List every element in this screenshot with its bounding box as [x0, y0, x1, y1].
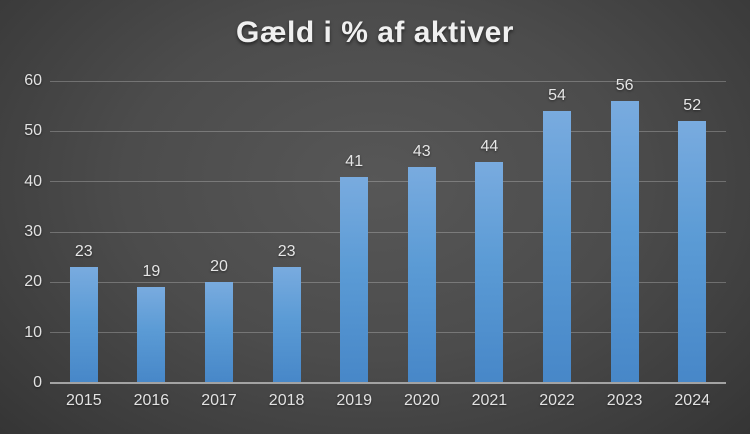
bar-group-2020: 43 [388, 81, 456, 383]
bar-2024 [678, 121, 707, 383]
bar-2021 [475, 161, 504, 383]
bar-value-label-2018: 23 [277, 243, 296, 261]
gridline-30 [50, 231, 726, 233]
bar-2018 [272, 267, 301, 383]
bar-2020 [407, 166, 436, 383]
y-tick-label-0: 0 [33, 374, 42, 391]
bar-value-label-2020: 43 [412, 142, 431, 160]
bar-2017 [204, 282, 233, 383]
bar-group-2017: 20 [185, 81, 253, 383]
x-tick-label-2024: 2024 [674, 392, 710, 409]
y-tick-label-50: 50 [24, 122, 42, 140]
x-tick-label-2019: 2019 [336, 392, 372, 409]
bar-2016 [137, 287, 166, 383]
y-tick-label-10: 10 [24, 323, 42, 341]
bar-group-2021: 44 [456, 81, 524, 383]
bar-2023 [610, 101, 639, 383]
bar-group-2016: 19 [118, 81, 186, 383]
x-axis: 2015 2016 2017 2018 2019 2020 2021 2022 2023 2024 [50, 392, 726, 418]
bar-value-label-2017: 20 [210, 258, 228, 276]
bar-value-label-2024: 52 [683, 97, 702, 115]
x-tick-label-2020: 2020 [404, 392, 440, 409]
bar-group-2019: 41 [320, 81, 388, 383]
y-tick-label-40: 40 [24, 172, 42, 190]
bar-group-2024: 52 [658, 81, 726, 383]
x-axis-line [50, 382, 726, 384]
bar-2019 [340, 176, 369, 383]
bar-2015 [69, 267, 98, 383]
bar-value-label-2023: 56 [615, 77, 634, 95]
x-tick-label-2023: 2023 [606, 392, 643, 409]
x-tick-label-2017: 2017 [201, 392, 237, 409]
bar-value-label-2019: 41 [345, 152, 364, 170]
bar-group-2022: 54 [523, 81, 591, 383]
gridline-40 [50, 181, 726, 183]
gridline-20 [50, 281, 726, 283]
x-tick-label-2022: 2022 [539, 392, 575, 409]
y-tick-label-20: 20 [24, 273, 42, 291]
x-tick-label-2018: 2018 [268, 392, 305, 409]
y-axis: 0 10 20 30 40 50 60 [0, 72, 42, 391]
x-tick-label-2015: 2015 [66, 392, 102, 409]
bar-2022 [542, 111, 571, 383]
x-tick-label-2016: 2016 [133, 392, 170, 409]
x-tick-label-2021: 2021 [471, 392, 508, 409]
gridline-10 [50, 332, 726, 334]
bar-group-2018: 23 [253, 81, 321, 383]
bar-value-label-2016: 19 [142, 263, 161, 281]
gridline-50 [50, 130, 726, 132]
plot-area: 23 19 20 23 41 43 44 54 56 52 [50, 77, 726, 384]
bar-value-label-2021: 44 [480, 137, 499, 155]
bar-group-2015: 23 [50, 81, 118, 383]
y-tick-label-60: 60 [24, 72, 42, 89]
bar-value-label-2022: 54 [548, 87, 566, 105]
bar-group-2023: 56 [591, 77, 659, 383]
gridline-60 [50, 80, 726, 82]
y-tick-label-30: 30 [24, 223, 42, 240]
chart-title: Gæld i % af aktiver [236, 16, 514, 49]
bar-value-label-2015: 23 [74, 243, 93, 261]
